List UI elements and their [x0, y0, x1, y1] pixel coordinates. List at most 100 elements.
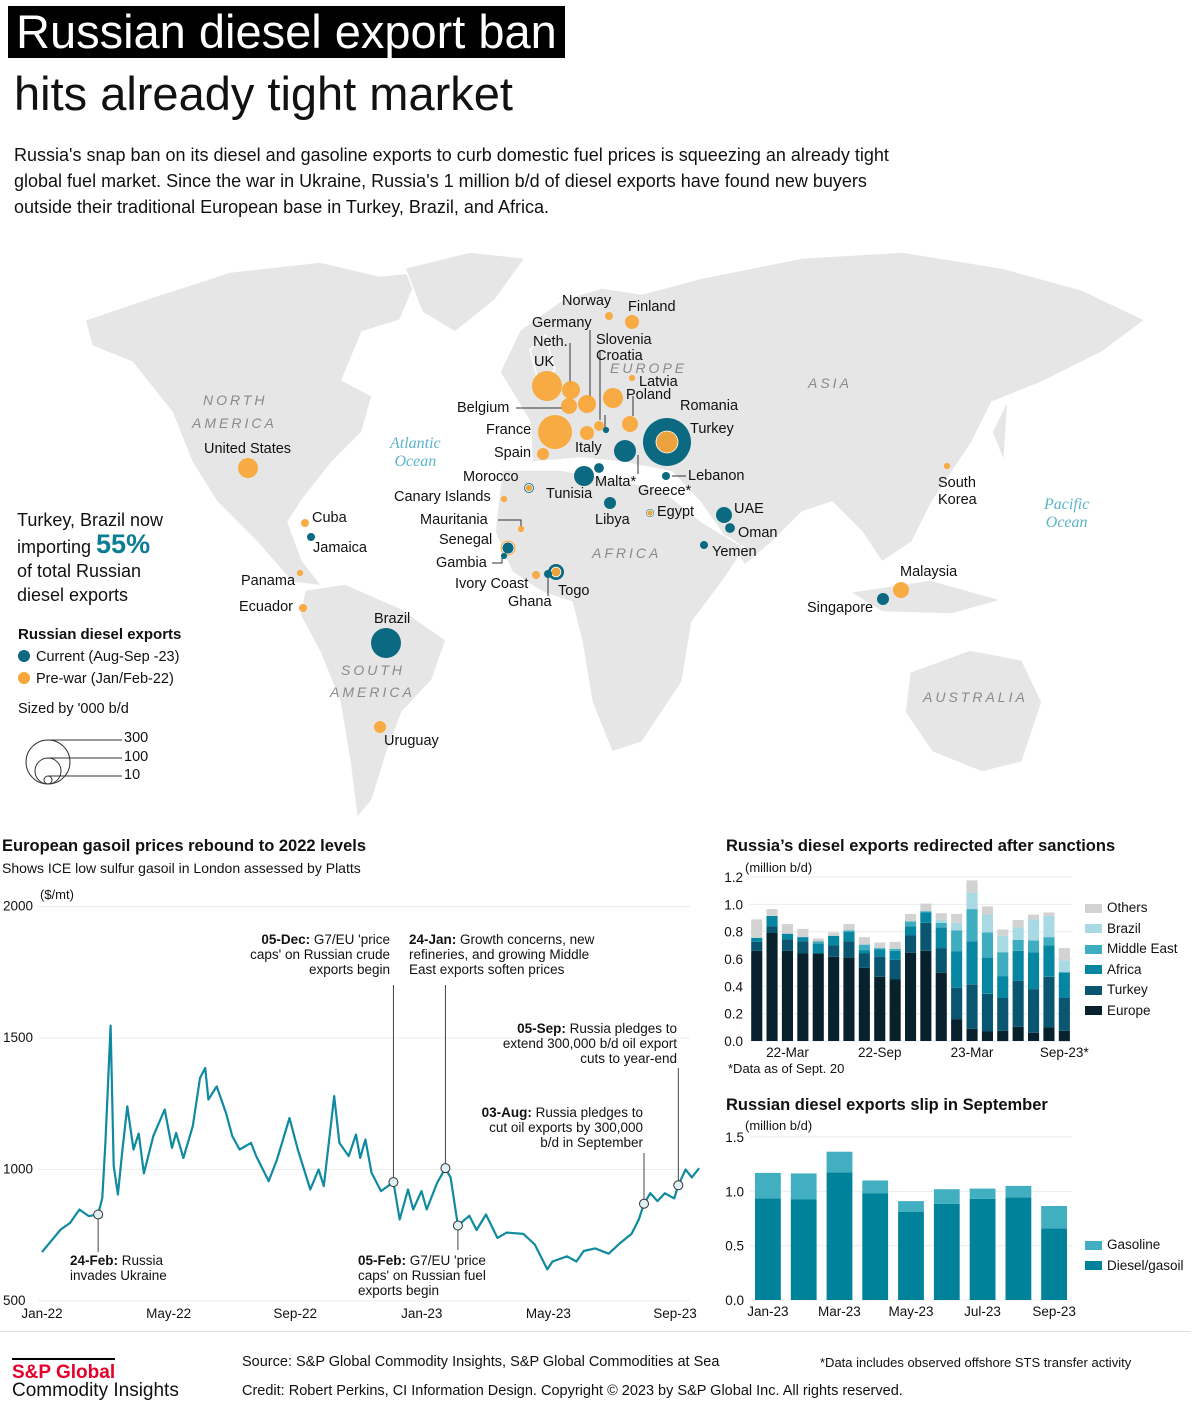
map-legend: Russian diesel exports Current (Aug-Sep …: [18, 626, 181, 717]
label-leader-lines: [492, 330, 686, 596]
bar-europe-nov-22: [905, 952, 917, 1041]
legend-item-others: Others: [1085, 900, 1148, 915]
title-line-2: hits already tight market: [14, 67, 513, 120]
bar-middle-east-sep-22: [874, 948, 886, 950]
bar-africa-aug-23: [1043, 945, 1055, 977]
bar-middle-east-may-22: [812, 941, 824, 944]
bar-others-apr-22: [797, 928, 809, 938]
bar-turkey-nov-22: [905, 935, 917, 953]
bubble-prewar-norway: [605, 312, 613, 320]
country-label-poland: Poland: [626, 387, 672, 403]
bubbles: [238, 312, 951, 733]
bar-brazil-jan-23: [935, 919, 947, 923]
country-label-korea: Korea: [938, 492, 977, 508]
annotation-marker: [440, 1163, 451, 1174]
size-label: 100: [124, 749, 149, 765]
bar-middle-east-apr-23: [981, 932, 993, 958]
bar-others-jul-22: [843, 924, 855, 931]
bar-others-aug-23: [1043, 912, 1055, 916]
country-label-senegal: Senegal: [439, 532, 493, 548]
region-label: SOUTH: [341, 662, 405, 678]
bar-europe-aug-22: [858, 967, 870, 1041]
bar-africa-may-22: [812, 943, 824, 954]
annotation-feb24: 24-Feb: Russia invades Ukraine: [70, 1253, 210, 1283]
annotation-text: G7/EU 'price caps' on Russian fuel expor…: [358, 1253, 486, 1298]
line-chart-subtitle: Shows ICE low sulfur gasoil in London as…: [2, 860, 361, 876]
y-tick-label: 0.0: [724, 1034, 743, 1049]
ocean-label-pacific: Pacific Ocean: [1044, 496, 1089, 532]
legend-item-turkey: Turkey: [1085, 982, 1148, 997]
bubble-prewar-romania: [622, 416, 638, 432]
bar-africa-dec-22: [920, 912, 932, 923]
country-label-croatia: Croatia: [596, 348, 643, 364]
bar-turkey-mar-22: [781, 939, 793, 951]
bar-europe-mar-23: [966, 1028, 978, 1041]
legend-item-europe: Europe: [1085, 1003, 1151, 1018]
bar-africa-aug-22: [858, 950, 870, 954]
bar-gasoline-mar-23: [826, 1151, 853, 1173]
bar-diesel-gasoil-jul-23: [969, 1198, 996, 1300]
bubble-prewar-united-states: [238, 458, 258, 478]
y-tick-label: 0.0: [725, 1293, 744, 1308]
bubble-current-gambia: [500, 552, 508, 560]
line-chart-title: European gasoil prices rebound to 2022 l…: [2, 837, 367, 855]
country-label-italy: Italy: [575, 440, 602, 456]
x-tick-label: Jan-23: [747, 1304, 788, 1319]
bar-europe-jul-23: [1028, 1032, 1040, 1041]
bar-turkey-jun-23: [1012, 980, 1024, 1027]
bar-europe-feb-22: [766, 933, 778, 1041]
annotation-marker: [452, 1220, 463, 1231]
bar-others-sep-22: [874, 942, 886, 949]
bar-turkey-may-23: [997, 998, 1009, 1031]
country-label-ecuador: Ecuador: [239, 599, 294, 615]
bar-africa-jul-22: [843, 931, 855, 942]
redirect-chart-title: Russia’s diesel exports redirected after…: [726, 837, 1116, 855]
size-legend: [25, 739, 122, 785]
country-label-togo: Togo: [558, 583, 590, 599]
bar-middle-east-jun-23: [1012, 939, 1024, 951]
legend-label: Africa: [1107, 961, 1142, 977]
legend-label: Others: [1107, 900, 1148, 915]
source-text: Source: S&P Global Commodity Insights, S…: [242, 1354, 720, 1370]
bubble-prewar-malaysia: [893, 582, 909, 598]
legend-swatch: [1085, 924, 1102, 934]
bar-africa-oct-22: [889, 950, 901, 960]
y-tick-label: 0.5: [725, 1239, 744, 1254]
gasoil-price-line: [41, 1024, 700, 1271]
bar-others-jul-23: [1028, 914, 1040, 920]
bar-middle-east-jul-23: [1028, 940, 1040, 953]
bar-europe-apr-23: [981, 1031, 993, 1041]
legend-label: Brazil: [1107, 920, 1141, 936]
bar-europe-sep-23: [1058, 1030, 1070, 1042]
legend-item-middle-east: Middle East: [1085, 941, 1178, 956]
bar-turkey-apr-22: [797, 941, 809, 954]
commodity-insights-logo: Commodity Insights: [12, 1380, 179, 1401]
x-tick-label: 23-Mar: [951, 1045, 994, 1060]
x-tick-label: Sep-23: [653, 1306, 697, 1321]
bar-turkey-sep-22: [874, 956, 886, 977]
annotation-text: Russia pledges to extend 300,000 b/d oil…: [502, 1021, 677, 1066]
bar-africa-nov-22: [905, 926, 917, 936]
size-label: 300: [124, 730, 149, 746]
x-tick-label: Jan-22: [21, 1306, 62, 1321]
region-label: EUROPE: [610, 360, 688, 376]
legend-item-gasoline: Gasoline: [1085, 1237, 1160, 1252]
bar-africa-may-23: [997, 976, 1009, 998]
y-tick-label: 0.6: [724, 952, 743, 967]
annotation-text: Russia invades Ukraine: [70, 1253, 167, 1283]
south-america-shape: [299, 583, 447, 820]
bar-turkey-aug-23: [1043, 976, 1055, 1028]
bubble-prewar-uk: [532, 371, 562, 401]
ocean-word: Pacific: [1044, 496, 1090, 513]
bar-others-may-23: [997, 929, 1009, 936]
world-map: [25, 251, 1147, 820]
country-label-libya: Libya: [595, 512, 630, 528]
bar-turkey-dec-22: [920, 922, 932, 951]
bar-gasoline-jul-23: [969, 1188, 996, 1199]
bar-gasoline-apr-23: [862, 1180, 889, 1194]
bar-africa-mar-23: [966, 941, 978, 985]
country-label-belgium: Belgium: [457, 400, 510, 416]
eurasia-shape: [499, 251, 1147, 567]
country-label-turkey: Turkey: [690, 421, 734, 437]
legend-swatch: [1085, 965, 1102, 975]
